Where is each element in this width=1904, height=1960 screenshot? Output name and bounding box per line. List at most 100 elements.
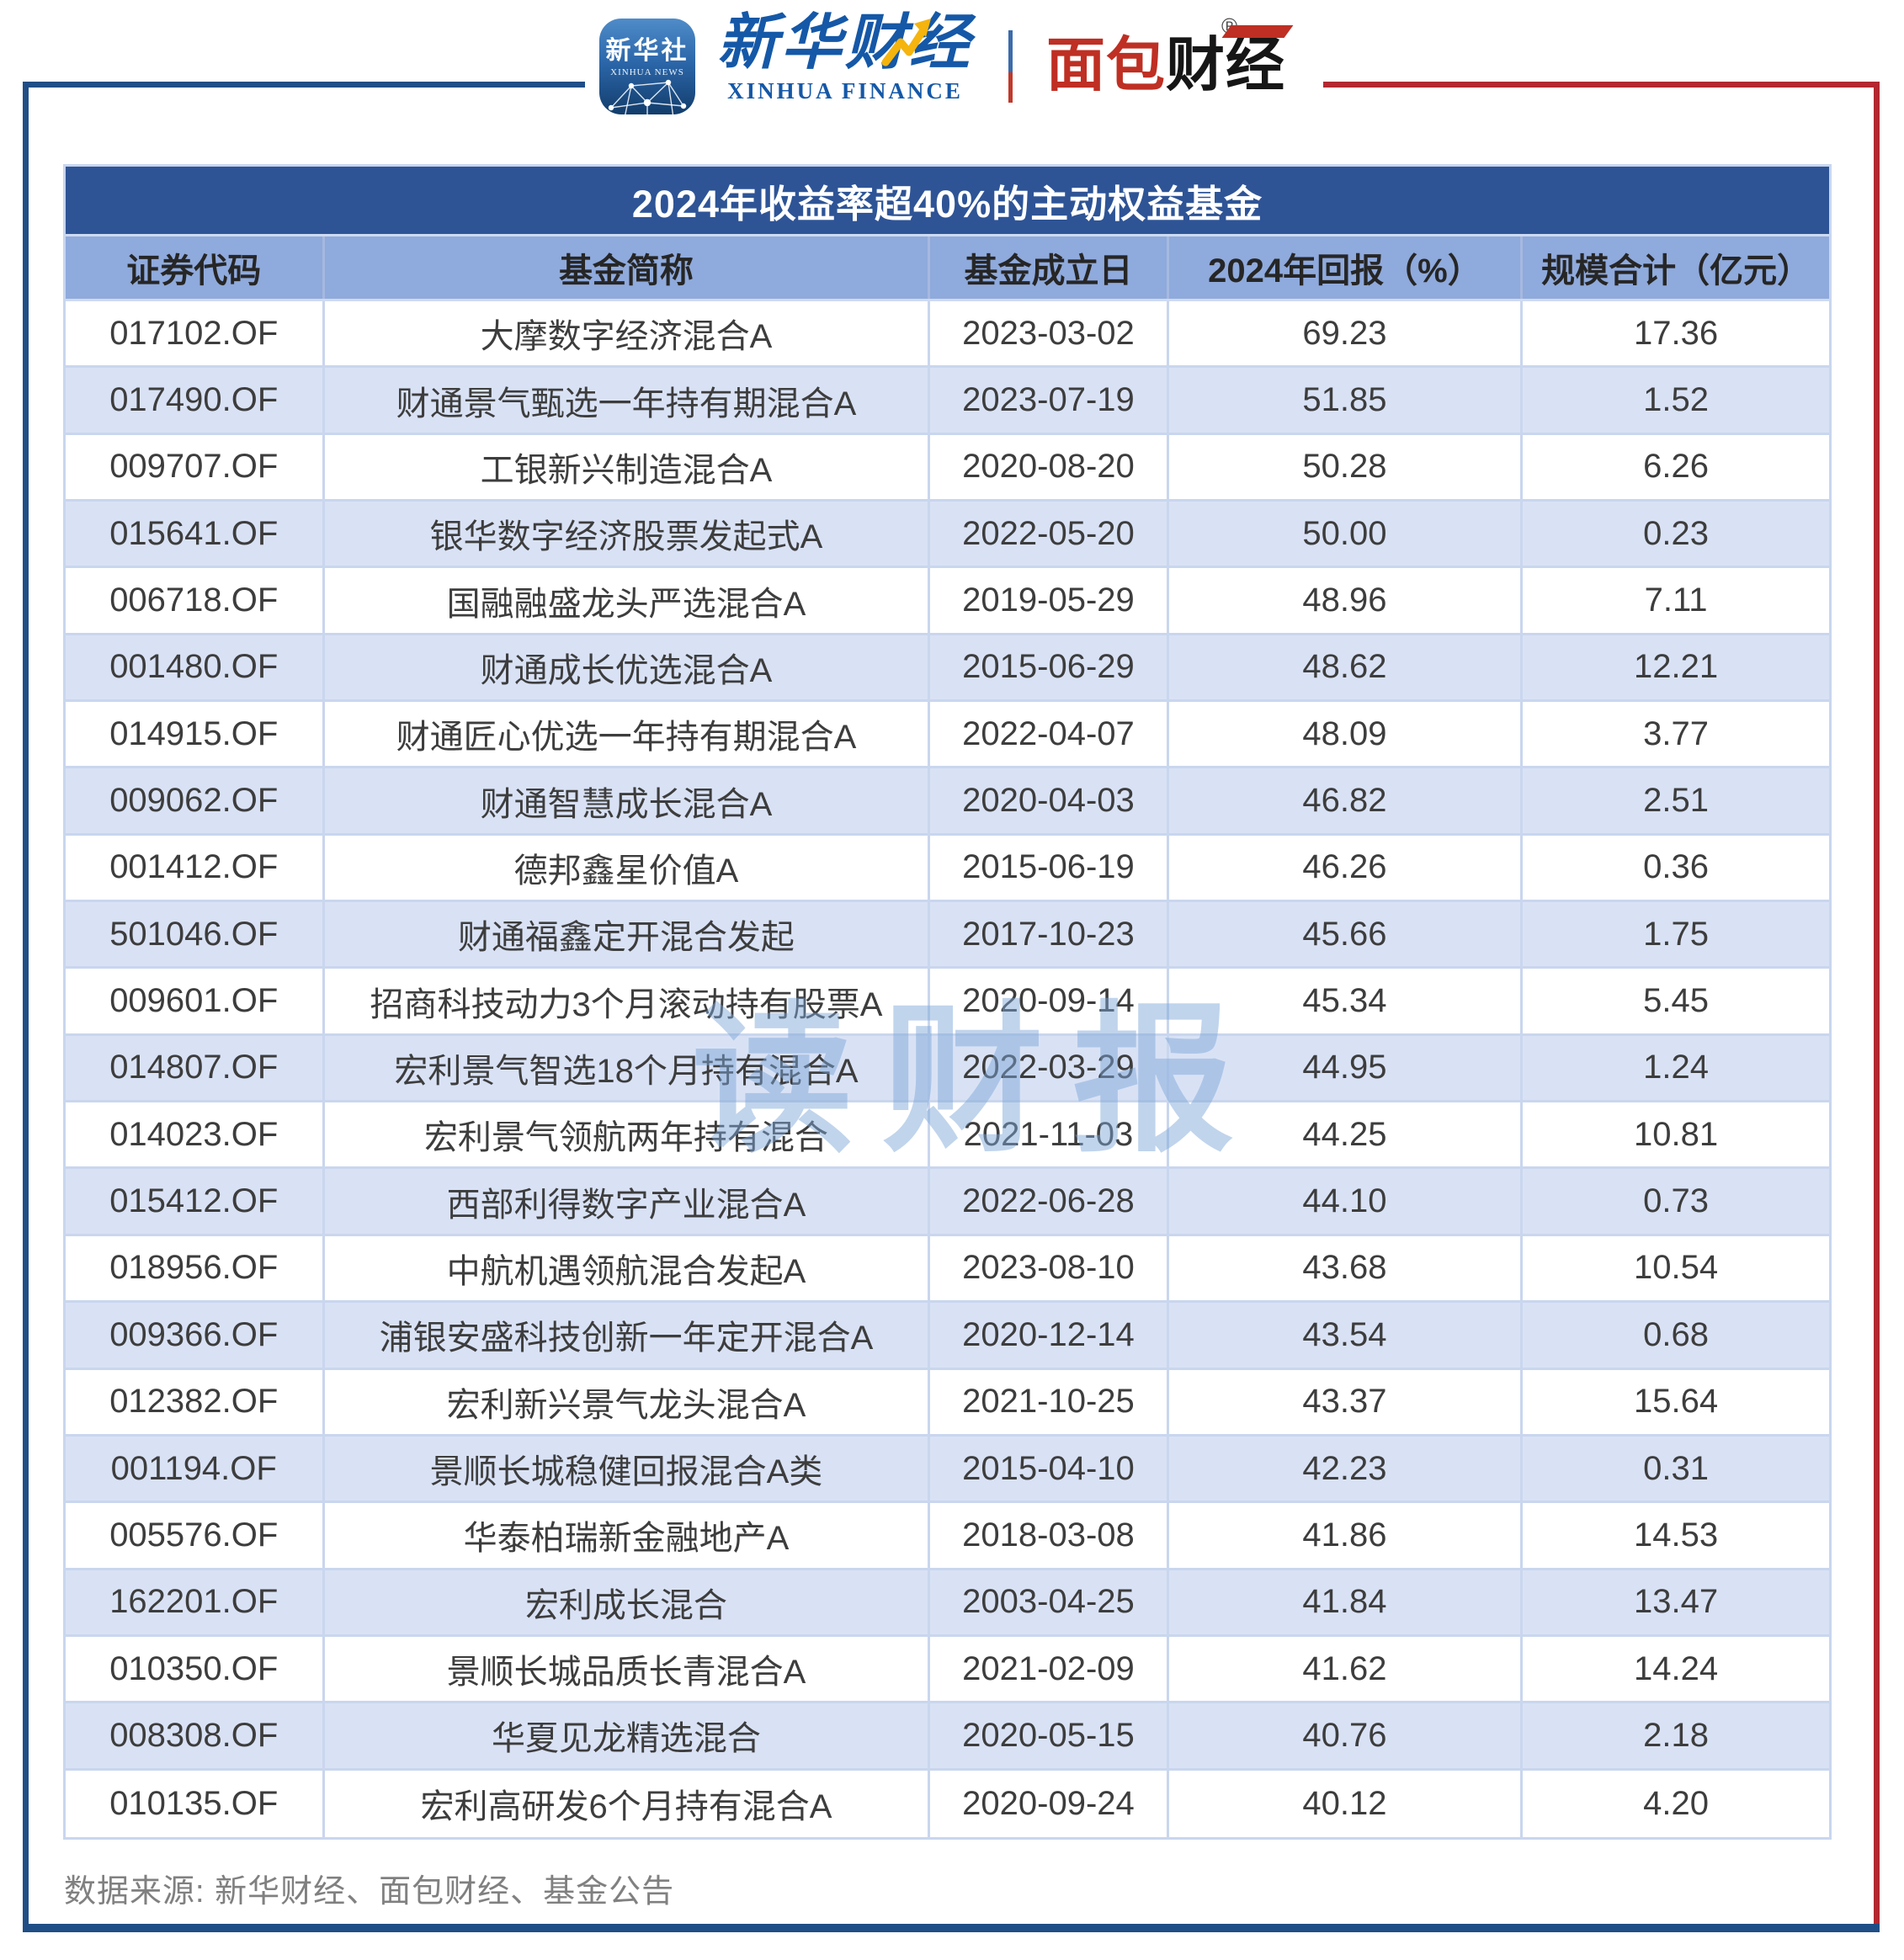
cell-fund-name: 德邦鑫星价值A	[325, 835, 931, 900]
cell-fund-name: 财通景气甄选一年持有期混合A	[325, 368, 931, 433]
cell-inception-date: 2015-06-19	[930, 835, 1169, 900]
cell-inception-date: 2023-03-02	[930, 301, 1169, 366]
bread-finance-logo: 面包财经 ®	[1046, 15, 1294, 94]
cell-scale: 0.23	[1643, 514, 1710, 552]
cell-scale: 1.24	[1643, 1049, 1710, 1086]
cell-code: 009062.OF	[66, 768, 325, 833]
cell-fund-name: 财通匠心优选一年持有期混合A	[325, 702, 931, 767]
cell-fund-name: 宏利新兴景气龙头混合A	[325, 1369, 931, 1434]
frame-right-line	[1874, 82, 1880, 1932]
table-row: 008308.OF 华夏见龙精选混合 2020-05-15 40.76 2.18	[66, 1703, 1829, 1771]
cell-code: 010135.OF	[66, 1770, 325, 1837]
cell-fund-name: 宏利高研发6个月持有混合A	[325, 1770, 931, 1837]
cell-fund-name: 中航机遇领航混合发起A	[325, 1235, 931, 1301]
xinhua-finance-logo: 新华财经 XINHUA FINANCE	[717, 11, 973, 104]
table-row: 017102.OF 大摩数字经济混合A 2023-03-02 69.23 17.36	[66, 301, 1829, 369]
cell-code: 162201.OF	[66, 1570, 325, 1634]
cell-return-2024: 50.28	[1169, 434, 1524, 500]
table-row: 162201.OF 宏利成长混合 2003-04-25 41.84 13.47	[66, 1570, 1829, 1637]
table-row: 014023.OF 宏利景气领航两年持有混合 2021-11-03 44.25 10.8…	[66, 1102, 1829, 1170]
cell-fund-name: 景顺长城稳健回报混合A类	[325, 1436, 931, 1501]
cell-fund-name: 银华数字经济股票发起式A	[325, 502, 931, 566]
cell-code: 015641.OF	[66, 502, 325, 566]
cell-inception-date: 2018-03-08	[930, 1503, 1169, 1568]
cell-fund-name: 财通成长优选混合A	[325, 635, 931, 700]
cell-return-2024: 51.85	[1169, 368, 1524, 433]
cell-return-2024: 44.10	[1169, 1169, 1524, 1234]
frame-left-line	[23, 82, 29, 1932]
cell-return-2024: 41.62	[1169, 1636, 1524, 1702]
bread-finance-accent-stroke	[1221, 25, 1294, 38]
cell-scale: 10.54	[1634, 1249, 1719, 1287]
cell-scale: 5.45	[1643, 982, 1710, 1020]
cell-return-2024: 48.96	[1169, 568, 1524, 633]
cell-code: 017490.OF	[66, 368, 325, 433]
cell-scale: 17.36	[1634, 314, 1719, 352]
cell-scale: 7.11	[1644, 582, 1708, 619]
cell-inception-date: 2021-10-25	[930, 1369, 1169, 1434]
cell-inception-date: 2020-05-15	[930, 1703, 1169, 1768]
cell-code: 014023.OF	[66, 1102, 325, 1167]
cell-return-2024: 50.00	[1169, 502, 1524, 566]
table-body: 017102.OF 大摩数字经济混合A 2023-03-02 69.23 17.36 01…	[66, 301, 1829, 1837]
column-header: 规模合计（亿元）	[1541, 252, 1811, 289]
cell-return-2024: 44.95	[1169, 1035, 1524, 1101]
table-row: 015641.OF 银华数字经济股票发起式A 2022-05-20 50.00 0.23	[66, 502, 1829, 569]
cell-scale: 14.24	[1634, 1649, 1719, 1687]
data-source-note: 数据来源: 新华财经、面包财经、基金公告	[64, 1874, 675, 1910]
frame-bottom-line	[23, 1924, 1880, 1932]
frame-top-right-line	[1323, 82, 1880, 88]
cell-inception-date: 2023-07-19	[930, 368, 1169, 433]
xinhua-news-app-icon: 新华社 XINHUA NEWS	[599, 19, 695, 114]
frame-top-left-line	[23, 82, 585, 88]
table-row: 009366.OF 浦银安盛科技创新一年定开混合A 2020-12-14 43.54 0…	[66, 1303, 1829, 1370]
cell-inception-date: 2019-05-29	[930, 568, 1169, 633]
table-row: 014915.OF 财通匠心优选一年持有期混合A 2022-04-07 48.09 3.…	[66, 702, 1829, 769]
cell-inception-date: 2015-04-10	[930, 1436, 1169, 1501]
cell-scale: 2.51	[1643, 782, 1710, 820]
cell-scale: 4.20	[1643, 1784, 1710, 1822]
table-row: 015412.OF 西部利得数字产业混合A 2022-06-28 44.10 0.73	[66, 1169, 1829, 1236]
cell-scale: 6.26	[1643, 448, 1710, 486]
network-icon	[608, 79, 687, 114]
table-row: 005576.OF 华泰柏瑞新金融地产A 2018-03-08 41.86 14.53	[66, 1503, 1829, 1570]
cell-inception-date: 2020-12-14	[930, 1303, 1169, 1368]
cell-scale: 2.18	[1643, 1716, 1710, 1754]
cell-inception-date: 2003-04-25	[930, 1570, 1169, 1634]
cell-code: 018956.OF	[66, 1235, 325, 1301]
table-row: 001412.OF 德邦鑫星价值A 2015-06-19 46.26 0.36	[66, 835, 1829, 903]
cell-code: 009707.OF	[66, 434, 325, 500]
table-row: 010350.OF 景顺长城品质长青混合A 2021-02-09 41.62 14.24	[66, 1636, 1829, 1704]
table-row: 014807.OF 宏利景气智选18个月持有混合A 2022-03-29 44.95 1…	[66, 1035, 1829, 1103]
cell-fund-name: 华夏见龙精选混合	[325, 1703, 931, 1768]
bread-finance-red-label: 面包	[1046, 32, 1167, 98]
cell-code: 001480.OF	[66, 635, 325, 700]
cell-return-2024: 48.62	[1169, 635, 1524, 700]
cell-code: 017102.OF	[66, 301, 325, 366]
cell-code: 006718.OF	[66, 568, 325, 633]
column-header: 证券代码	[66, 236, 325, 299]
cell-fund-name: 财通智慧成长混合A	[325, 768, 931, 833]
table-row: 001480.OF 财通成长优选混合A 2015-06-29 48.62 12.21	[66, 635, 1829, 703]
cell-scale: 15.64	[1634, 1383, 1719, 1421]
cell-fund-name: 西部利得数字产业混合A	[325, 1169, 931, 1234]
table-row: 010135.OF 宏利高研发6个月持有混合A 2020-09-24 40.12 4.2…	[66, 1770, 1829, 1837]
cell-fund-name: 财通福鑫定开混合发起	[325, 902, 931, 967]
cell-code: 005576.OF	[66, 1503, 325, 1568]
cell-fund-name: 宏利成长混合	[325, 1570, 931, 1634]
cell-code: 014807.OF	[66, 1035, 325, 1101]
table-row: 006718.OF 国融融盛龙头严选混合A 2019-05-29 48.96 7.11	[66, 568, 1829, 635]
logo-divider-line	[1008, 30, 1013, 103]
cell-code: 008308.OF	[66, 1703, 325, 1768]
cell-code: 012382.OF	[66, 1369, 325, 1434]
cell-scale: 12.21	[1634, 648, 1719, 686]
cell-code: 501046.OF	[66, 902, 325, 967]
table-row: 009601.OF 招商科技动力3个月滚动持有股票A 2020-09-14 45.34…	[66, 969, 1829, 1036]
cell-return-2024: 40.12	[1169, 1770, 1524, 1837]
cell-return-2024: 46.82	[1169, 768, 1524, 833]
cell-inception-date: 2021-11-03	[930, 1102, 1169, 1167]
table-row: 001194.OF 景顺长城稳健回报混合A类 2015-04-10 42.23 0.31	[66, 1436, 1829, 1504]
cell-return-2024: 69.23	[1169, 301, 1524, 366]
cell-return-2024: 46.26	[1169, 835, 1524, 900]
table-title: 2024年收益率超40%的主动权益基金	[66, 167, 1829, 234]
